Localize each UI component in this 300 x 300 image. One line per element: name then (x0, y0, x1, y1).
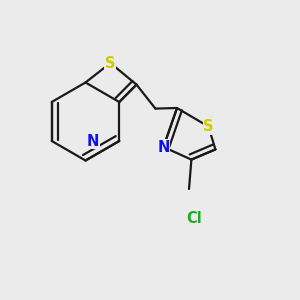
Text: S: S (105, 56, 116, 70)
Text: Cl: Cl (187, 211, 202, 226)
Text: N: N (157, 140, 170, 154)
Text: S: S (203, 119, 214, 134)
Text: N: N (87, 134, 99, 148)
